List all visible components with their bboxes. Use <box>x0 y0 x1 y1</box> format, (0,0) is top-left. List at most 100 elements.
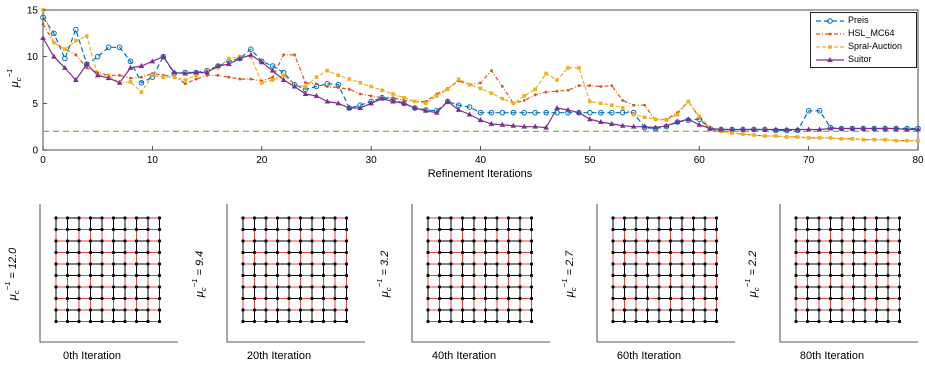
data-point-spral-auction <box>52 40 56 45</box>
main-line-chart: 0 10 20 30 40 50 60 70 80 0 5 10 15 Refinement Itera… <box>5 6 924 181</box>
panel-caption-0: 0th Iteration <box>62 350 122 362</box>
data-point-spral-auction <box>303 84 308 89</box>
grid-node <box>817 262 821 266</box>
grid-node <box>310 250 314 255</box>
grid-node <box>622 285 627 289</box>
data-point-hsl-mc64 <box>85 66 89 70</box>
grid-node <box>437 262 442 266</box>
grid-node <box>437 227 442 232</box>
grid-graph-0: μc−1 = 12.0 <box>3 204 178 343</box>
grid-node <box>111 319 116 324</box>
grid-node <box>657 308 661 312</box>
grid-node <box>897 250 902 255</box>
grid-node <box>321 262 326 266</box>
legend-swatch-hsl-mc64 <box>816 32 844 36</box>
data-point-preis <box>62 55 68 62</box>
grid-node <box>298 262 303 266</box>
data-point-spral-auction <box>588 99 592 104</box>
grid-node <box>111 262 116 266</box>
grid-node <box>449 262 453 266</box>
grid-node <box>287 319 291 324</box>
data-point-suitor <box>204 69 210 75</box>
grid-node <box>437 319 442 324</box>
panel-ylabel: μc−1 = 3.2 <box>375 251 393 298</box>
grid-node <box>146 273 150 278</box>
data-point-hsl-mc64 <box>140 75 143 79</box>
grid-node <box>874 296 879 301</box>
grid-node <box>157 262 162 266</box>
grid-node <box>622 273 627 278</box>
grid-node <box>874 319 879 324</box>
grid-node <box>483 319 488 324</box>
grid-node <box>691 262 696 266</box>
grid-node <box>157 319 162 324</box>
data-point-hsl-mc64 <box>336 86 340 89</box>
grid-node <box>275 250 280 255</box>
grid-node <box>88 250 93 255</box>
grid-node <box>703 239 707 243</box>
grid-node <box>146 250 150 255</box>
grid-node <box>828 308 833 312</box>
grid-node <box>840 239 844 243</box>
grid-node <box>645 308 650 312</box>
grid-node <box>794 262 798 266</box>
grid-node <box>449 216 453 220</box>
grid-node <box>449 285 453 289</box>
grid-node <box>123 227 127 232</box>
x-tick-label: 10 <box>147 155 159 166</box>
data-point-hsl-mc64 <box>282 53 286 57</box>
grid-node <box>426 227 430 232</box>
grid-node <box>886 262 890 266</box>
grid-node <box>634 308 638 312</box>
grid-node <box>874 273 879 278</box>
data-point-hsl-mc64 <box>555 89 559 93</box>
grid-node <box>668 227 673 232</box>
grid-node <box>321 216 326 220</box>
data-point-suitor <box>598 119 604 124</box>
grid-node <box>333 239 337 243</box>
legend-entry-hsl-mc64: HSL_MC64 <box>811 27 918 40</box>
grid-node <box>100 273 104 278</box>
grid-node <box>851 216 856 220</box>
grid-node <box>54 308 58 312</box>
grid-node <box>437 285 442 289</box>
grid-node <box>264 273 268 278</box>
grid-node <box>264 239 268 243</box>
data-point-suitor <box>718 126 724 132</box>
grid-node <box>518 239 522 243</box>
grid-node <box>817 296 821 301</box>
data-point-suitor <box>740 126 746 132</box>
grid-node <box>460 227 465 232</box>
data-point-preis <box>499 109 506 116</box>
grid-node <box>472 308 476 312</box>
data-point-spral-auction <box>763 134 767 138</box>
data-point-spral-auction <box>653 117 658 121</box>
grid-node <box>77 319 81 324</box>
data-point-preis <box>510 109 517 116</box>
grid-node <box>897 319 902 324</box>
data-point-hsl-mc64 <box>588 84 592 87</box>
y-tick-label: 10 <box>27 52 39 63</box>
grid-node <box>252 227 257 232</box>
grid-node <box>460 296 465 301</box>
grid-node <box>828 262 833 266</box>
grid-node <box>703 227 707 232</box>
data-point-suitor <box>423 107 429 113</box>
grid-node <box>506 262 511 266</box>
grid-node <box>472 296 476 301</box>
grid-node <box>134 239 139 243</box>
grid-node <box>622 239 627 243</box>
data-point-suitor <box>105 75 112 81</box>
grid-node <box>88 308 93 312</box>
grid-node <box>344 308 349 312</box>
grid-node <box>65 239 70 243</box>
data-point-spral-auction <box>63 47 67 51</box>
data-point-suitor <box>794 126 801 132</box>
grid-node <box>54 296 58 301</box>
panel-axes <box>779 204 918 343</box>
grid-node <box>874 250 879 255</box>
grid-panel-0: μc−1 = 12.0 0th Iteration <box>0 200 185 372</box>
grid-node <box>668 239 673 243</box>
grid-node <box>298 239 303 243</box>
grid-node <box>518 285 522 289</box>
